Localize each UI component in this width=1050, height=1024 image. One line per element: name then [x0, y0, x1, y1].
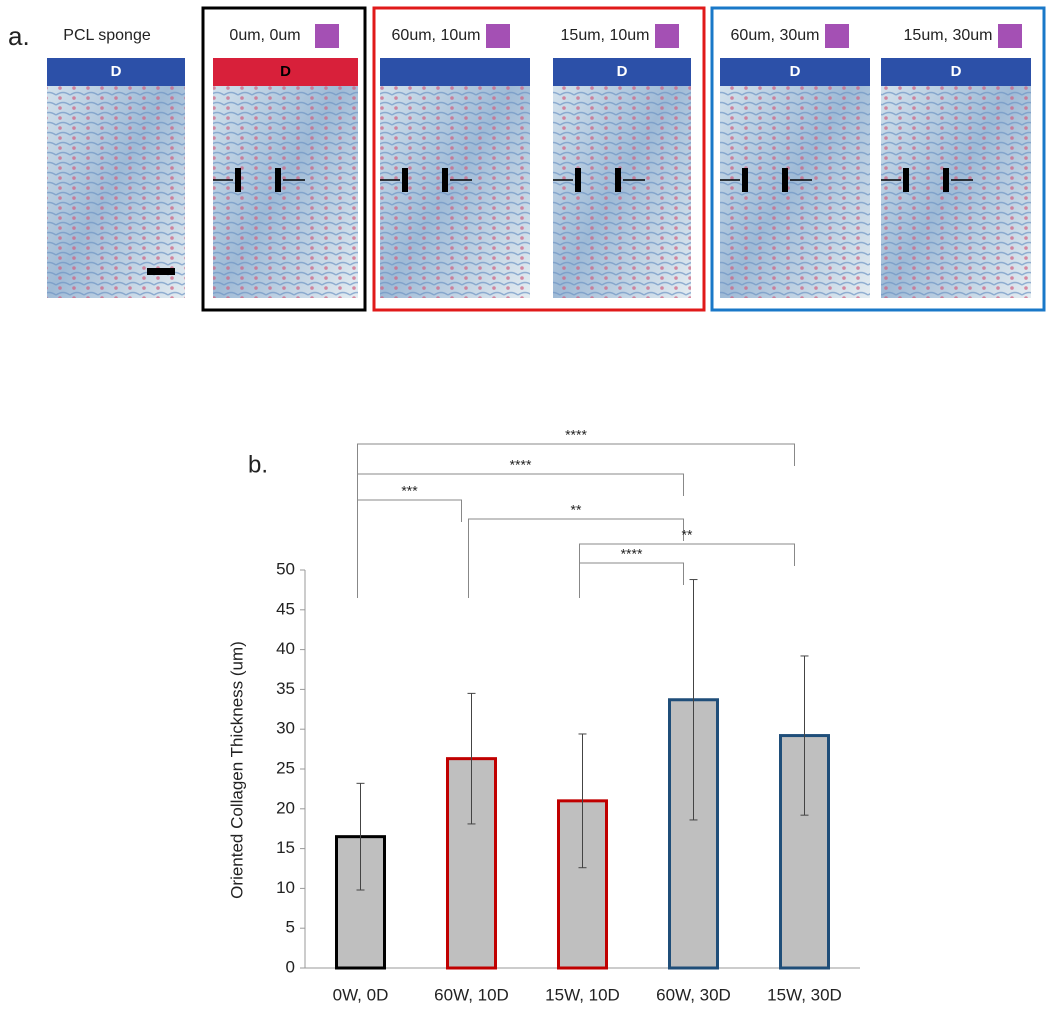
y-tick-label: 10: [276, 878, 295, 897]
marker: [903, 168, 909, 192]
significance-label: **: [682, 527, 693, 543]
significance-bracket: [357, 499, 462, 598]
significance-bracket: [579, 543, 795, 598]
pore-icon: [486, 24, 510, 48]
y-tick-label: 45: [276, 599, 295, 618]
panel-title: 60um, 10um: [392, 27, 481, 44]
dentin-tag: D: [280, 63, 291, 80]
marker: [782, 168, 788, 192]
pore-icon: [998, 24, 1022, 48]
dentin-tag: D: [790, 63, 801, 80]
significance-label: ***: [401, 483, 418, 499]
dentin-layer: [881, 58, 1031, 86]
dentin-layer: [380, 58, 530, 86]
group-frame: [201, 6, 367, 312]
group-frame: [372, 6, 706, 312]
panel-title: PCL sponge: [63, 27, 151, 44]
chart-title: b.: [248, 451, 268, 478]
y-tick-label: 15: [276, 838, 295, 857]
significance-label: ****: [565, 427, 587, 443]
marker: [275, 168, 281, 192]
y-tick-label: 25: [276, 758, 295, 777]
significance-label: ****: [510, 457, 532, 473]
y-tick-label: 35: [276, 679, 295, 698]
x-tick-label: 0W, 0D: [333, 985, 389, 1004]
histology-texture: [213, 58, 358, 298]
pore-icon: [655, 24, 679, 48]
dentin-tag: D: [951, 63, 962, 80]
significance-label: ****: [621, 546, 643, 562]
y-tick-label: 40: [276, 639, 295, 658]
significance-bracket: [468, 518, 684, 598]
dentin-layer: [47, 58, 185, 86]
histology-texture: [47, 58, 185, 298]
panel-title: 15um, 10um: [561, 27, 650, 44]
y-tick-label: 5: [286, 918, 295, 937]
significance-bracket: [357, 443, 795, 598]
marker: [742, 168, 748, 192]
y-tick-label: 30: [276, 719, 295, 738]
dentin-tag: D: [111, 63, 122, 80]
x-tick-label: 15W, 30D: [767, 985, 842, 1004]
pore-icon: [315, 24, 339, 48]
panel-title: 15um, 30um: [904, 27, 993, 44]
dentin-layer: [213, 58, 358, 86]
marker: [615, 168, 621, 192]
marker: [442, 168, 448, 192]
y-tick-label: 20: [276, 798, 295, 817]
group-frame: [710, 6, 1046, 312]
scale-bar: [147, 268, 175, 275]
panel-label: a.: [8, 21, 30, 51]
y-tick-label: 0: [286, 957, 295, 976]
y-axis-label: Oriented Collagen Thickness (um): [227, 641, 246, 899]
y-tick-label: 50: [276, 559, 295, 578]
significance-bracket: [579, 562, 684, 598]
dentin-layer: [720, 58, 870, 86]
dentin-tag: D: [617, 63, 628, 80]
dentin-layer: [553, 58, 691, 86]
x-tick-label: 60W, 10D: [434, 985, 509, 1004]
panel-title: 0um, 0um: [229, 27, 300, 44]
marker: [575, 168, 581, 192]
marker: [235, 168, 241, 192]
x-tick-label: 15W, 10D: [545, 985, 620, 1004]
panel-title: 60um, 30um: [731, 27, 820, 44]
marker: [402, 168, 408, 192]
significance-label: **: [571, 502, 582, 518]
marker: [943, 168, 949, 192]
histology-texture: [553, 58, 691, 298]
x-tick-label: 60W, 30D: [656, 985, 731, 1004]
pore-icon: [825, 24, 849, 48]
